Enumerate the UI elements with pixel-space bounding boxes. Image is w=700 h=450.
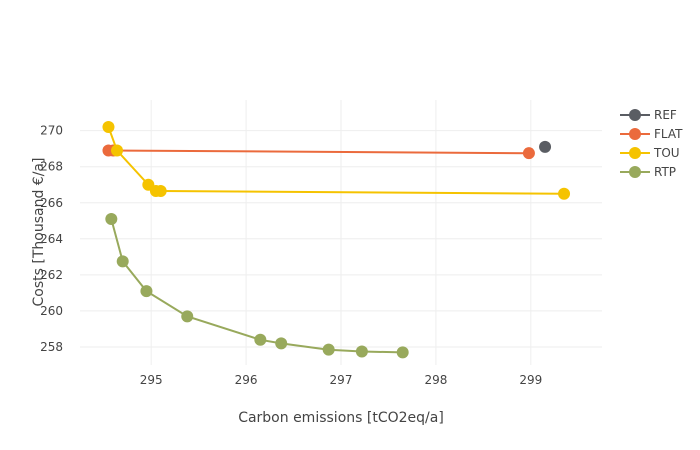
y-tick-label: 264 (40, 232, 63, 246)
legend-swatch-marker (629, 109, 641, 121)
y-tick-label: 270 (40, 124, 63, 138)
data-point-rtp[interactable] (181, 310, 194, 323)
legend-item-rtp[interactable]: RTP (620, 165, 676, 179)
data-point-rtp[interactable] (254, 333, 267, 346)
data-point-tou[interactable] (558, 187, 571, 200)
legend-swatch-marker (629, 147, 641, 159)
x-tick-label: 299 (519, 373, 542, 387)
data-point-ref[interactable] (539, 140, 552, 153)
data-point-rtp[interactable] (355, 345, 368, 358)
data-point-flat[interactable] (522, 147, 535, 160)
x-tick-label: 296 (235, 373, 258, 387)
legend-swatch-marker (629, 128, 641, 140)
y-tick-label: 260 (40, 304, 63, 318)
y-axis-title: Costs [Thousand €/a] (31, 158, 47, 307)
series-line-flat (108, 149, 529, 155)
data-point-tou[interactable] (111, 144, 124, 157)
legend-swatch-marker (629, 166, 641, 178)
data-point-tou[interactable] (154, 185, 167, 198)
legend-label: RTP (654, 165, 676, 179)
data-point-rtp[interactable] (116, 255, 129, 268)
legend-label: FLAT (654, 127, 683, 141)
y-tick-label: 262 (40, 268, 63, 282)
legend[interactable]: REF FLAT TOU RTP (620, 108, 683, 179)
y-tick-label: 266 (40, 196, 63, 210)
data-point-tou[interactable] (102, 121, 115, 134)
x-axis-ticks: 295 296 297 298 299 (140, 373, 543, 387)
y-axis-ticks: 258 260 262 264 266 268 270 (40, 124, 63, 354)
grid (80, 100, 602, 365)
x-tick-label: 298 (424, 373, 447, 387)
data-point-rtp[interactable] (140, 285, 153, 298)
data-point-rtp[interactable] (322, 343, 335, 356)
legend-item-tou[interactable]: TOU (620, 146, 680, 160)
data-point-rtp[interactable] (396, 346, 409, 359)
y-tick-label: 268 (40, 160, 63, 174)
series-ref (539, 140, 552, 153)
series-flat (102, 144, 535, 160)
series-line-tou (107, 126, 565, 195)
series-layer (102, 121, 571, 359)
series-rtp (105, 212, 409, 359)
series-tou (102, 121, 571, 200)
x-tick-label: 297 (330, 373, 353, 387)
data-point-rtp[interactable] (105, 212, 118, 225)
y-tick-label: 258 (40, 340, 63, 354)
legend-item-flat[interactable]: FLAT (620, 127, 683, 141)
x-tick-label: 295 (140, 373, 163, 387)
legend-label: REF (654, 108, 677, 122)
legend-label: TOU (653, 146, 680, 160)
data-point-rtp[interactable] (275, 337, 288, 350)
x-axis-title: Carbon emissions [tCO2eq/a] (238, 410, 444, 426)
legend-item-ref[interactable]: REF (620, 108, 677, 122)
